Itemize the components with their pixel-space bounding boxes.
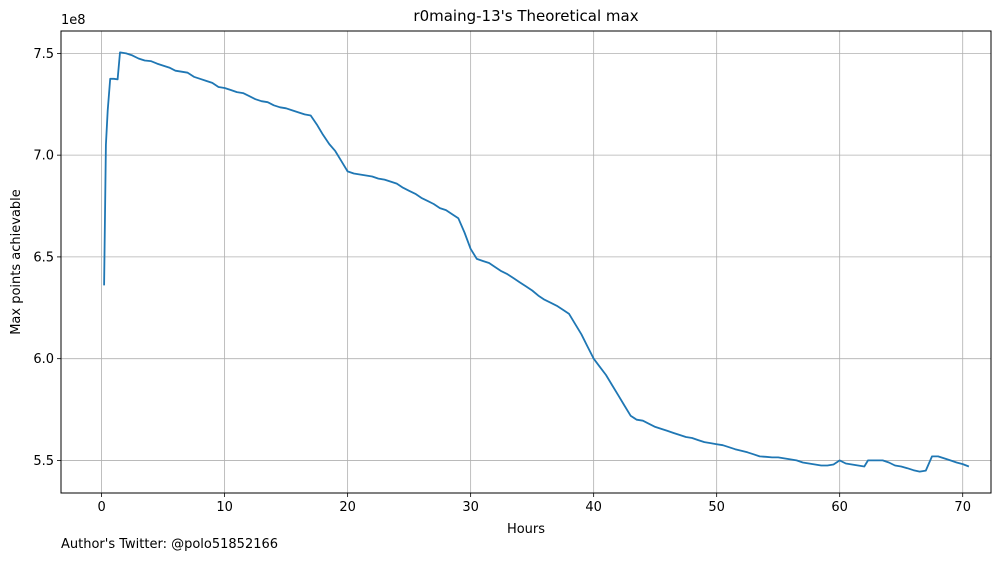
y-tick-label: 7.5 [33, 47, 54, 62]
x-tick-label: 20 [339, 500, 356, 515]
y-axis-label: Max points achievable [9, 189, 24, 335]
x-tick-label: 30 [462, 500, 479, 515]
chart-title: r0maing-13's Theoretical max [413, 7, 638, 25]
y-axis: 5.5 6.0 6.5 7.0 7.5 [33, 47, 61, 469]
author-credit: Author's Twitter: @polo51852166 [61, 537, 279, 552]
series-line [103, 51, 970, 473]
x-tick-label: 40 [585, 500, 602, 515]
x-axis-label: Hours [507, 522, 545, 537]
series-layer [103, 51, 970, 473]
x-tick-label: 0 [97, 500, 105, 515]
x-tick-label: 10 [216, 500, 233, 515]
y-tick-label: 6.5 [33, 250, 54, 265]
grid-lines [61, 31, 991, 493]
y-axis-offset-label: 1e8 [61, 13, 86, 28]
x-tick-label: 70 [954, 500, 971, 515]
x-tick-label: 60 [831, 500, 848, 515]
y-tick-label: 5.5 [33, 454, 54, 469]
y-tick-label: 7.0 [33, 149, 54, 164]
x-tick-label: 50 [708, 500, 725, 515]
plot-frame [60, 30, 992, 494]
x-axis: 0 10 20 30 40 50 60 70 [97, 493, 971, 515]
y-tick-label: 6.0 [33, 352, 54, 367]
